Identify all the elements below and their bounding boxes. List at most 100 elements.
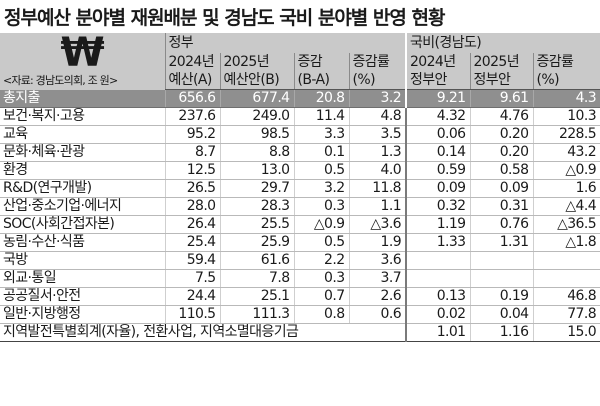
cell-value: 1.01 — [405, 323, 470, 342]
page-title: 정부예산 분야별 재원배분 및 경남도 국비 분야별 반영 현황 — [4, 7, 445, 29]
cell-value: 7.8 — [219, 269, 294, 288]
row-label: 보건·복지·고용 — [0, 107, 165, 126]
group-header-government: 정부 — [164, 33, 406, 53]
row-label: SOC(사회간접자본) — [0, 215, 165, 234]
cell-value: 0.20 — [469, 143, 533, 162]
col-header-line1: 2024년 — [405, 53, 470, 72]
cell-value: 1.3 — [348, 143, 406, 162]
cell-value: 0.13 — [405, 287, 470, 306]
cell-value: 25.5 — [219, 215, 294, 234]
col-header-line1: 증감 — [293, 53, 349, 72]
cell-value — [469, 269, 533, 288]
cell-value: 1.9 — [348, 233, 406, 252]
table-row: 교육 95.2 98.5 3.3 3.5 0.06 0.20 228.5 — [0, 125, 600, 144]
cell-value: 4.0 — [348, 161, 406, 180]
row-label: 외교·통일 — [0, 269, 165, 288]
cell-value: 0.09 — [469, 179, 533, 198]
row-label: 국방 — [0, 251, 165, 270]
cell-value: 0.3 — [293, 197, 349, 216]
cell-value: 8.7 — [164, 143, 220, 162]
header-row-sub2: 예산(A) 예산안(B) (B-A) (%) 정부안 정부안 (%) — [0, 72, 600, 90]
cell-value: △3.6 — [348, 215, 406, 234]
cell-value: 15.0 — [532, 323, 600, 342]
row-label: R&D(연구개발) — [0, 179, 165, 198]
cell-value: 3.3 — [293, 125, 349, 144]
table-row: 국방 59.4 61.6 2.2 3.6 — [0, 251, 600, 270]
table-row: SOC(사회간접자본) 26.4 25.5 △0.9 △3.6 1.19 0.76 △36.5 — [0, 215, 600, 234]
won-symbol-icon: ₩ — [60, 33, 105, 76]
cell-value: 0.06 — [405, 125, 470, 144]
table-row-total: 총지출 656.6 677.4 20.8 3.2 9.21 9.61 4.3 — [0, 89, 600, 108]
cell-value: 11.8 — [348, 179, 406, 198]
cell-value: 3.5 — [348, 125, 406, 144]
header-row-groups: ₩ <자료: 경남도의회, 조 원> 정부 국비(경남도) — [0, 33, 600, 90]
cell-value: 111.3 — [219, 305, 294, 324]
table-row: 일반·지방행정 110.5 111.3 0.8 0.6 0.02 0.04 77.8 — [0, 305, 600, 324]
cell-value — [469, 251, 533, 270]
cell-value: 1.16 — [469, 323, 533, 342]
cell-value: 0.8 — [293, 305, 349, 324]
cell-value: 1.6 — [532, 179, 600, 198]
cell-value: △0.9 — [532, 161, 600, 180]
cell-value: △1.8 — [532, 233, 600, 252]
cell-value — [532, 251, 600, 270]
cell-value: 25.9 — [219, 233, 294, 252]
row-label: 교육 — [0, 125, 165, 144]
col-header-line2: (B-A) — [293, 72, 349, 90]
col-header-line2: 예산(A) — [164, 72, 220, 90]
row-label: 농림·수산·식품 — [0, 233, 165, 252]
header-row-sub1: 2024년 2025년 증감 증감률 2024년 2025년 증감률 — [0, 53, 600, 72]
col-header-line1: 증감률 — [532, 53, 600, 72]
cell-value: 61.6 — [219, 251, 294, 270]
col-header-line2: 정부안 — [405, 72, 470, 90]
cell-value: 0.6 — [348, 305, 406, 324]
cell-value: 677.4 — [219, 89, 294, 108]
cell-value: 3.2 — [293, 179, 349, 198]
cell-value: 656.6 — [164, 89, 220, 108]
cell-value: 4.8 — [348, 107, 406, 126]
cell-value: 0.3 — [293, 269, 349, 288]
cell-value: 0.58 — [469, 161, 533, 180]
row-label: 문화·체육·관광 — [0, 143, 165, 162]
cell-value: 25.4 — [164, 233, 220, 252]
col-header-line1: 증감률 — [348, 53, 406, 72]
col-header-line2: (%) — [348, 72, 406, 90]
cell-value: 13.0 — [219, 161, 294, 180]
budget-table: ₩ <자료: 경남도의회, 조 원> 정부 국비(경남도) 2024년 2025… — [0, 33, 600, 342]
table-row: 환경 12.5 13.0 0.5 4.0 0.59 0.58 △0.9 — [0, 161, 600, 180]
cell-value: 228.5 — [532, 125, 600, 144]
cell-value: 29.7 — [219, 179, 294, 198]
table-row: 외교·통일 7.5 7.8 0.3 3.7 — [0, 269, 600, 288]
cell-value: 12.5 — [164, 161, 220, 180]
cell-value: 0.04 — [469, 305, 533, 324]
cell-value: 1.31 — [469, 233, 533, 252]
cell-value: 0.5 — [293, 233, 349, 252]
cell-value: 4.32 — [405, 107, 470, 126]
cell-value: 11.4 — [293, 107, 349, 126]
cell-value: 28.3 — [219, 197, 294, 216]
cell-value: 3.6 — [348, 251, 406, 270]
cell-value: 20.8 — [293, 89, 349, 108]
group-header-gyeongnam: 국비(경남도) — [404, 33, 600, 53]
cell-value: 0.20 — [469, 125, 533, 144]
cell-value: 9.21 — [405, 89, 470, 108]
table-row: 농림·수산·식품 25.4 25.9 0.5 1.9 1.33 1.31 △1.8 — [0, 233, 600, 252]
cell-value: 110.5 — [164, 305, 220, 324]
cell-value: 59.4 — [164, 251, 220, 270]
cell-value: 0.76 — [469, 215, 533, 234]
col-header-line2: (%) — [532, 72, 600, 90]
cell-value — [405, 269, 470, 288]
cell-value: 0.59 — [405, 161, 470, 180]
cell-value: 0.09 — [405, 179, 470, 198]
row-label: 산업·중소기업·에너지 — [0, 197, 165, 216]
cell-value: 2.6 — [348, 287, 406, 306]
cell-value: 0.5 — [293, 161, 349, 180]
cell-value: 98.5 — [219, 125, 294, 144]
header-corner: ₩ <자료: 경남도의회, 조 원> — [0, 33, 165, 90]
col-header-line1: 2024년 — [164, 53, 220, 72]
cell-value: 4.3 — [532, 89, 600, 108]
cell-value: 0.1 — [293, 143, 349, 162]
row-label: 총지출 — [0, 89, 165, 108]
cell-value: 10.3 — [532, 107, 600, 126]
